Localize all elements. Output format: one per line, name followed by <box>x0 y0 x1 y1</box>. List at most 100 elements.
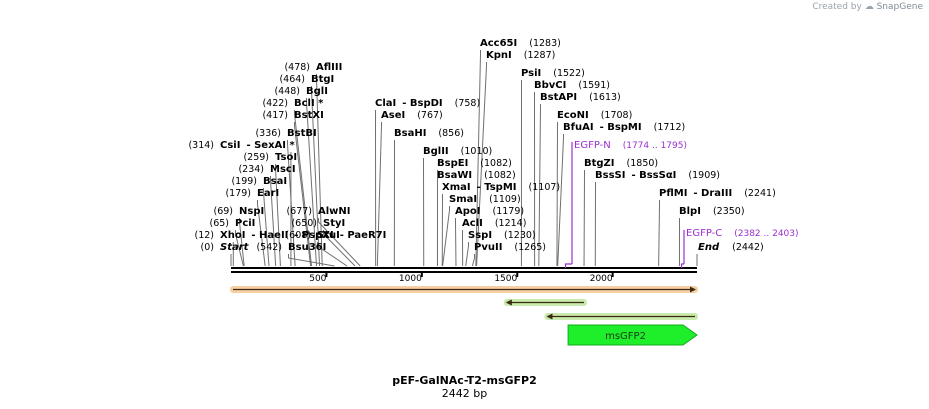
enzyme-site-bcli: (422) BclI * <box>262 98 324 109</box>
feature-label: msGFP2 <box>605 331 646 342</box>
enzyme-name: BlpI <box>679 206 701 217</box>
enzyme-position: (1522) <box>553 68 585 79</box>
enzyme-name: CsiI <box>220 140 240 151</box>
enzyme-position: (608) <box>285 230 311 241</box>
enzyme-connector <box>471 254 475 267</box>
enzyme-connector <box>263 188 270 267</box>
enzyme-site-nspi: (69) NspI <box>213 206 264 217</box>
enzyme-position: (1010) <box>461 146 493 157</box>
enzyme-connector <box>306 98 317 267</box>
enzyme-position: (69) <box>213 206 233 217</box>
enzyme-name: BglII <box>423 146 449 157</box>
enzyme-site-msci: (234) MscI <box>238 164 295 175</box>
enzyme-name-alias: - BspMI <box>600 122 642 133</box>
axis-tick <box>420 273 423 277</box>
enzyme-name: XhoI <box>220 230 245 241</box>
enzyme-site-pvuii: PvuII (1265) <box>474 242 546 253</box>
enzyme-position: (1283) <box>529 38 561 49</box>
snapgene-credit: Created by ☁ SnapGene <box>812 2 923 12</box>
enzyme-site-bfuai: BfuAI - BspMI (1712) <box>563 122 685 133</box>
backbone-line-bottom <box>231 271 697 273</box>
enzyme-site-asei: AseI (767) <box>381 110 443 121</box>
enzyme-connector <box>288 254 335 267</box>
enzyme-site-bgli: (448) BglI <box>274 86 327 97</box>
enzyme-site-bsahi: BsaHI (856) <box>394 128 464 139</box>
enzyme-position: (1230) <box>504 230 536 241</box>
enzyme-connector <box>317 242 348 267</box>
enzyme-name: AseI <box>381 110 405 121</box>
enzyme-name: BstBI <box>287 128 317 139</box>
enzyme-position: (1082) <box>480 158 512 169</box>
enzyme-position: (336) <box>255 128 281 139</box>
dna-backbone: 500 1000 1500 2000 <box>231 267 697 284</box>
enzyme-position: (259) <box>243 152 269 163</box>
enzyme-name: BsaHI <box>394 128 426 139</box>
enzyme-site-acc65i: Acc65I (1283) <box>480 38 561 49</box>
enzyme-site-start: (0) Start <box>201 242 250 253</box>
enzyme-site-bbvci: BbvCI (1591) <box>534 80 610 91</box>
axis-tick-label: 2000 <box>590 274 613 284</box>
primer-name: EGFP-N <box>574 140 611 151</box>
axis-tick <box>516 273 519 277</box>
enzyme-position: (1179) <box>493 206 525 217</box>
enzyme-name: TsoI <box>275 152 297 163</box>
enzyme-connector <box>235 230 244 267</box>
enzyme-name-alias: - SexAI * <box>246 140 295 151</box>
enzyme-name: BsaWI <box>437 170 472 181</box>
enzyme-site-blpi: BlpI (2350) <box>679 206 745 217</box>
feature-arrowhead <box>505 299 512 306</box>
enzyme-name: StuI <box>317 230 340 241</box>
enzyme-site-acli: AclI (1214) <box>462 218 526 229</box>
enzyme-connector <box>257 200 266 267</box>
enzyme-site-xmai: XmaI - TspMI (1107) <box>442 182 560 193</box>
enzyme-position: (2350) <box>713 206 745 217</box>
enzyme-site-tsoi: (259) TsoI <box>243 152 297 163</box>
enzyme-connector <box>442 206 450 267</box>
enzyme-name: BtgZI <box>584 158 615 169</box>
enzyme-position: (1109) <box>489 194 521 205</box>
enzyme-position: (1265) <box>514 242 546 253</box>
enzyme-connector <box>476 62 487 267</box>
primer-name: EGFP-C <box>686 228 722 239</box>
enzyme-position: (2241) <box>744 188 776 199</box>
feature-arrow-1 <box>230 286 698 293</box>
enzyme-position: (1591) <box>578 80 610 91</box>
primer-range: (2382 .. 2403) <box>734 229 798 239</box>
enzyme-name-alias: - TspMI <box>477 182 517 193</box>
enzyme-name: MscI <box>270 164 296 175</box>
enzyme-name: EarI <box>257 188 279 199</box>
enzyme-position: (677) <box>286 206 312 217</box>
enzyme-position: (650) <box>291 218 317 229</box>
enzyme-position: (856) <box>438 128 464 139</box>
enzyme-name: EcoNI <box>557 110 589 121</box>
enzyme-site-end: End (2442) <box>698 242 764 253</box>
enzyme-name: Bsu36I <box>288 242 326 253</box>
enzyme-position: (179) <box>225 188 251 199</box>
enzyme-site-styi: (650) StyI <box>291 218 345 229</box>
enzyme-name: BstAPI <box>540 92 577 103</box>
enzyme-name: PflMI <box>659 188 687 199</box>
primer-binding-mark <box>680 263 684 268</box>
feature-arrow-body <box>567 324 698 346</box>
enzyme-connector <box>318 218 361 267</box>
enzyme-position: (1287) <box>524 50 556 61</box>
enzyme-position: (1909) <box>688 170 720 181</box>
snapgene-logo-icon: ☁ <box>864 2 874 12</box>
enzyme-connector <box>275 164 281 267</box>
enzyme-name: BsaI <box>263 176 287 187</box>
enzyme-name: BfuAI <box>563 122 594 133</box>
enzyme-labels: (0) Start(12) XhoI - HaeII - PspXI - PaeR7I(6… <box>188 38 775 253</box>
enzyme-name: BbvCI <box>534 80 566 91</box>
enzyme-site-bsai: (199) BsaI <box>231 176 287 187</box>
enzyme-name-alias: - BspDI <box>402 98 442 109</box>
enzyme-name: StyI <box>323 218 345 229</box>
primer-egfp-c: EGFP-C (2382 .. 2403) <box>680 228 799 268</box>
enzyme-position: (758) <box>455 98 481 109</box>
enzyme-site-clai: ClaI - BspDI (758) <box>375 98 480 109</box>
enzyme-site-smai: SmaI (1109) <box>449 194 521 205</box>
enzyme-name: SmaI <box>449 194 477 205</box>
enzyme-name: AlwNI <box>318 206 351 217</box>
enzyme-connector <box>475 50 481 267</box>
enzyme-site-pcii: (65) PciI <box>209 218 255 229</box>
